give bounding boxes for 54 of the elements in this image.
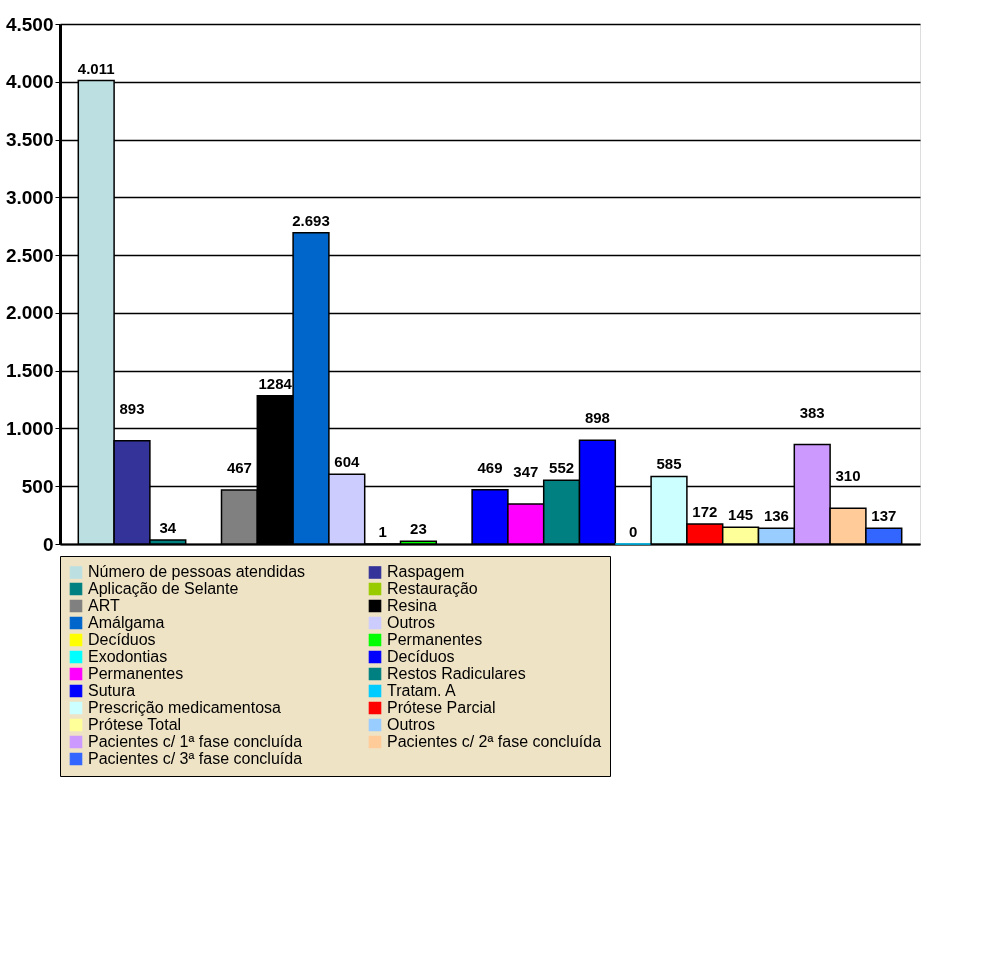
- data-label: 4.011: [77, 59, 115, 77]
- data-label: 172: [692, 503, 718, 521]
- legend-label: Pacientes c/ 1ª fase concluída: [88, 733, 303, 750]
- data-label: 23: [410, 520, 427, 538]
- data-label: 136: [763, 507, 789, 525]
- y-tick-label: 3.500: [5, 129, 54, 151]
- y-tick-label: 1.000: [5, 417, 54, 439]
- legend-label: Exodontias: [88, 648, 168, 665]
- data-label: 898: [584, 409, 610, 427]
- data-label: 1284: [258, 374, 293, 392]
- data-label: 469: [477, 458, 503, 476]
- legend-label: Decíduos: [387, 648, 455, 665]
- legend-label: Outros: [387, 614, 436, 631]
- data-label: 2.693: [292, 211, 330, 229]
- data-label: 467: [226, 459, 252, 477]
- legend-label: Raspagem: [387, 563, 465, 581]
- legend-label: Resina: [387, 597, 437, 614]
- legend-label: Tratam. A: [387, 682, 457, 699]
- y-tick-label: 500: [21, 475, 54, 497]
- legend-label: Permanentes: [88, 665, 184, 682]
- legend-label: Decíduos: [88, 631, 156, 648]
- legend-label: ART: [88, 597, 120, 614]
- legend-label: Restos Radiculares: [387, 665, 526, 682]
- y-tick-label: 0: [42, 533, 54, 555]
- data-label: 310: [835, 467, 861, 485]
- legend-label: Permanentes: [387, 631, 483, 648]
- legend-label: Prescrição medicamentosa: [88, 699, 282, 716]
- legend-label: Prótese Parcial: [387, 699, 496, 716]
- legend-label: Pacientes c/ 2ª fase concluída: [387, 733, 602, 750]
- data-label: 893: [119, 399, 145, 417]
- legend-label: Outros: [387, 716, 436, 733]
- data-label: 0: [629, 523, 638, 540]
- y-tick-label: 4.000: [5, 71, 54, 93]
- y-tick-label: 1.500: [5, 360, 54, 382]
- legend-label: Prótese Total: [88, 716, 182, 733]
- data-label: 145: [728, 506, 754, 524]
- data-label: 604: [334, 453, 360, 471]
- data-label: 552: [549, 459, 575, 477]
- annotation: 383: [799, 403, 825, 421]
- y-tick-label: 3.000: [5, 186, 54, 208]
- y-tick-label: 4.500: [5, 13, 54, 35]
- y-tick-label: 2.000: [5, 302, 54, 324]
- legend-label: Sutura: [88, 682, 136, 699]
- data-label: 1: [378, 522, 387, 540]
- legend-label: Número de pessoas atendidas: [88, 563, 306, 581]
- legend-label: Restauração: [387, 580, 478, 597]
- y-tick-label: 2.500: [5, 244, 54, 266]
- legend-label: Pacientes c/ 3ª fase concluída: [88, 750, 303, 767]
- data-label: 347: [513, 462, 539, 480]
- data-label: 34: [159, 519, 177, 537]
- legend-label: Aplicação de Selante: [88, 580, 239, 597]
- data-label: 585: [656, 455, 682, 473]
- legend-label: Amálgama: [88, 614, 165, 631]
- data-label: 137: [871, 507, 897, 525]
